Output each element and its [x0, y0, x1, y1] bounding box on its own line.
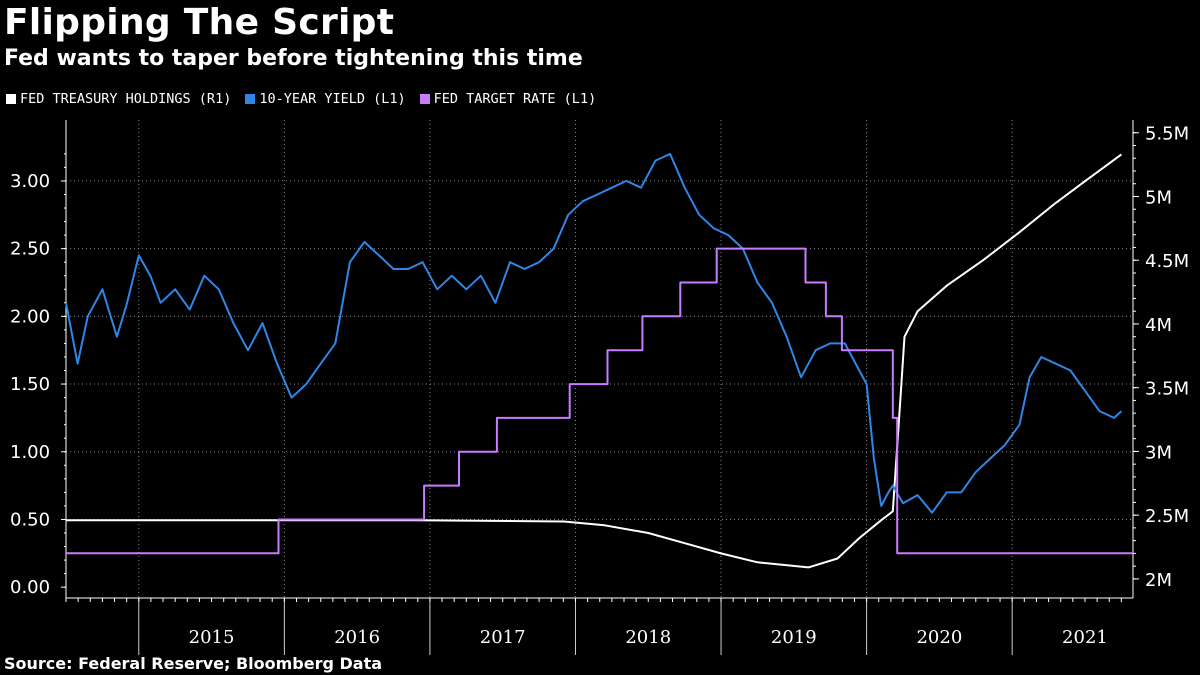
y-right-tick-label: 2M — [1145, 570, 1172, 591]
y-right-tick-label: 4M — [1145, 315, 1172, 336]
legend-label-target: FED TARGET RATE (L1) — [433, 91, 597, 107]
legend-item-target: FED TARGET RATE (L1) — [419, 91, 597, 107]
legend: FED TREASURY HOLDINGS (R1) 10-YEAR YIELD… — [6, 91, 610, 107]
legend-swatch-yield — [245, 94, 256, 104]
x-tick-label: 2021 — [1062, 627, 1108, 648]
y-left-tick-label: 1.00 — [10, 442, 50, 463]
legend-swatch-target — [419, 94, 430, 104]
y-right-tick-label: 2.5M — [1145, 506, 1189, 527]
y-left-tick-label: 3.00 — [10, 171, 50, 192]
y-left-tick-label: 0.50 — [10, 509, 50, 530]
legend-item-yield: 10-YEAR YIELD (L1) — [245, 91, 406, 107]
x-tick-label: 2016 — [334, 627, 380, 648]
x-tick-label: 2019 — [771, 627, 817, 648]
legend-swatch-holdings — [6, 94, 16, 104]
y-left-tick-label: 2.00 — [10, 306, 50, 327]
legend-label-holdings: FED TREASURY HOLDINGS (R1) — [20, 91, 232, 107]
x-tick-label: 2020 — [916, 627, 962, 648]
chart-subtitle: Fed wants to taper before tightening thi… — [4, 46, 583, 71]
y-left-tick-label: 0.00 — [10, 577, 50, 598]
y-right-tick-label: 3.5M — [1145, 379, 1189, 400]
x-tick-label: 2015 — [189, 627, 235, 648]
yield-line — [65, 152, 1123, 514]
y-right-tick-label: 5.5M — [1145, 124, 1189, 145]
chart-title: Flipping The Script — [4, 2, 395, 43]
y-right-tick-label: 3M — [1145, 442, 1172, 463]
y-left-tick-label: 2.50 — [10, 239, 50, 260]
source-note: Source: Federal Reserve; Bloomberg Data — [4, 654, 383, 673]
y-right-tick-label: 4.5M — [1145, 251, 1189, 272]
target-rate-line — [66, 247, 1133, 555]
x-tick-label: 2018 — [625, 627, 671, 648]
x-tick-label: 2017 — [480, 627, 526, 648]
legend-label-yield: 10-YEAR YIELD (L1) — [259, 91, 406, 107]
y-right-tick-label: 5M — [1145, 187, 1172, 208]
y-left-tick-label: 1.50 — [10, 374, 50, 395]
holdings-line — [66, 153, 1122, 569]
legend-item-holdings: FED TREASURY HOLDINGS (R1) — [6, 91, 231, 107]
